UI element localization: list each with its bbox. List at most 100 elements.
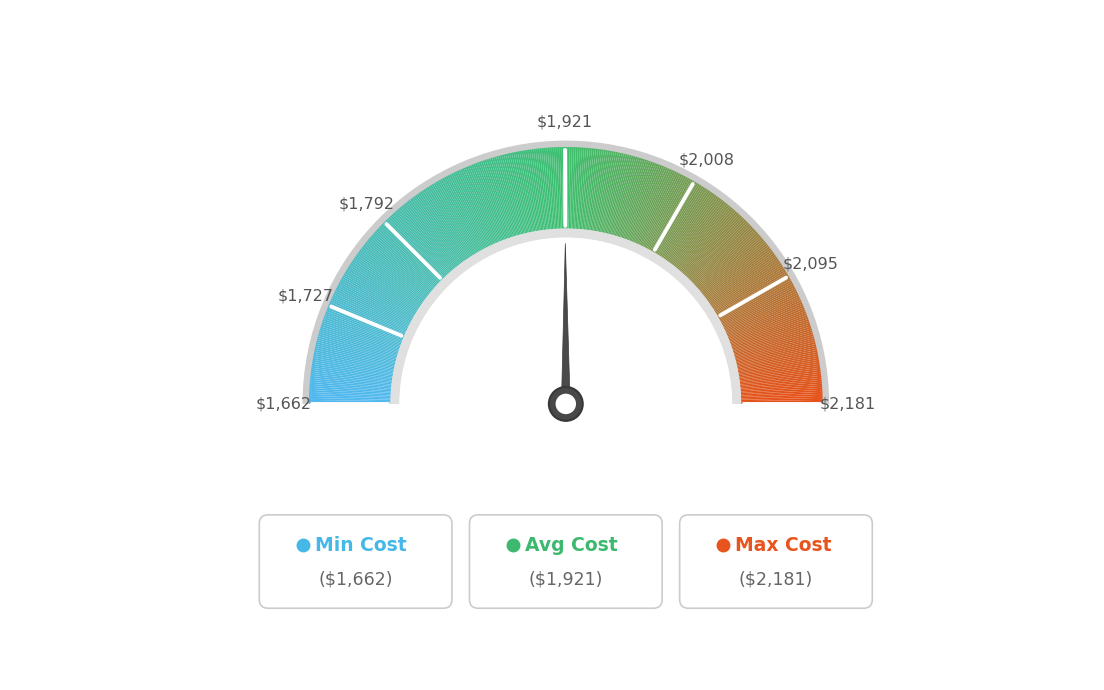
Wedge shape: [703, 245, 768, 297]
Wedge shape: [722, 287, 796, 326]
Wedge shape: [710, 258, 778, 306]
Wedge shape: [618, 159, 645, 237]
Wedge shape: [426, 187, 471, 257]
Wedge shape: [740, 380, 821, 388]
Wedge shape: [622, 160, 649, 238]
Wedge shape: [726, 300, 802, 335]
Wedge shape: [741, 382, 821, 390]
Wedge shape: [737, 354, 818, 371]
Wedge shape: [675, 202, 726, 267]
Wedge shape: [734, 333, 813, 356]
Wedge shape: [335, 291, 408, 328]
Wedge shape: [740, 374, 821, 385]
Wedge shape: [722, 289, 796, 327]
Wedge shape: [317, 338, 396, 360]
Wedge shape: [611, 156, 634, 235]
Wedge shape: [592, 150, 606, 231]
Wedge shape: [317, 340, 396, 362]
Wedge shape: [584, 148, 594, 230]
Wedge shape: [475, 163, 506, 240]
Wedge shape: [322, 321, 400, 348]
Wedge shape: [428, 186, 474, 256]
Wedge shape: [730, 313, 807, 344]
Wedge shape: [367, 240, 431, 293]
Wedge shape: [660, 187, 705, 257]
Wedge shape: [318, 336, 396, 359]
Text: $1,792: $1,792: [339, 197, 395, 212]
Wedge shape: [737, 350, 817, 368]
Wedge shape: [624, 161, 652, 239]
Wedge shape: [320, 326, 399, 353]
Wedge shape: [456, 170, 492, 246]
Wedge shape: [707, 251, 774, 301]
Wedge shape: [625, 162, 655, 239]
Wedge shape: [543, 148, 552, 229]
Wedge shape: [510, 152, 529, 233]
Wedge shape: [315, 346, 395, 366]
Wedge shape: [708, 253, 775, 302]
Wedge shape: [716, 273, 788, 316]
Wedge shape: [735, 342, 816, 363]
Wedge shape: [741, 398, 822, 401]
Wedge shape: [679, 207, 733, 270]
Wedge shape: [343, 273, 415, 316]
Wedge shape: [362, 246, 427, 297]
Wedge shape: [327, 308, 403, 339]
Wedge shape: [453, 172, 490, 246]
Wedge shape: [718, 275, 789, 317]
Wedge shape: [480, 161, 509, 239]
Wedge shape: [639, 170, 676, 246]
Wedge shape: [332, 295, 407, 331]
Wedge shape: [469, 165, 501, 242]
Wedge shape: [628, 164, 658, 241]
Wedge shape: [482, 160, 510, 238]
Wedge shape: [358, 251, 425, 301]
Wedge shape: [677, 205, 730, 269]
Wedge shape: [378, 228, 438, 285]
Wedge shape: [713, 266, 784, 311]
Wedge shape: [712, 263, 782, 309]
Wedge shape: [516, 152, 533, 232]
Wedge shape: [348, 266, 418, 311]
Wedge shape: [669, 196, 719, 263]
Wedge shape: [513, 152, 532, 233]
Polygon shape: [562, 244, 570, 422]
Wedge shape: [737, 356, 818, 373]
Wedge shape: [390, 215, 447, 276]
Wedge shape: [709, 256, 777, 304]
Wedge shape: [311, 364, 393, 378]
Wedge shape: [477, 162, 507, 239]
Wedge shape: [311, 366, 393, 380]
Wedge shape: [591, 150, 604, 230]
Wedge shape: [385, 219, 444, 279]
Wedge shape: [702, 244, 767, 295]
Wedge shape: [322, 319, 401, 347]
Wedge shape: [530, 149, 542, 230]
Wedge shape: [312, 362, 393, 377]
Circle shape: [555, 394, 576, 414]
Wedge shape: [532, 149, 544, 230]
Wedge shape: [697, 233, 758, 288]
Wedge shape: [442, 178, 482, 250]
Wedge shape: [644, 174, 682, 248]
Wedge shape: [699, 237, 763, 291]
FancyBboxPatch shape: [469, 515, 662, 609]
Wedge shape: [691, 224, 751, 282]
Wedge shape: [733, 328, 811, 354]
Wedge shape: [331, 298, 406, 333]
Wedge shape: [646, 175, 684, 248]
Wedge shape: [310, 377, 392, 387]
Wedge shape: [555, 147, 561, 229]
Wedge shape: [643, 173, 681, 247]
Wedge shape: [655, 183, 699, 254]
Wedge shape: [355, 255, 423, 303]
Wedge shape: [425, 188, 470, 257]
Wedge shape: [582, 148, 592, 230]
Wedge shape: [690, 222, 749, 281]
Wedge shape: [309, 402, 391, 404]
Wedge shape: [668, 195, 716, 262]
Wedge shape: [368, 239, 432, 293]
Wedge shape: [687, 218, 744, 278]
Wedge shape: [464, 168, 498, 243]
Wedge shape: [502, 155, 523, 235]
